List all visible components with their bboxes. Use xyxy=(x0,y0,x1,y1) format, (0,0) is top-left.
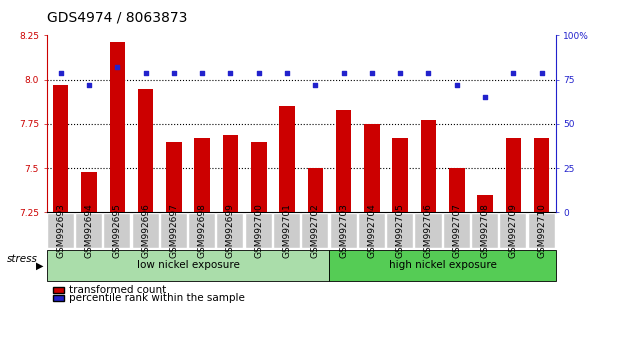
Point xyxy=(452,82,462,88)
Point xyxy=(112,64,122,70)
Bar xyxy=(53,85,68,212)
Point xyxy=(254,70,264,75)
Text: transformed count: transformed count xyxy=(69,285,166,295)
Text: ▶: ▶ xyxy=(36,261,43,270)
Text: GSM992710: GSM992710 xyxy=(537,204,546,258)
Text: GSM992694: GSM992694 xyxy=(84,204,94,258)
Text: GSM992698: GSM992698 xyxy=(197,204,207,258)
Text: GSM992704: GSM992704 xyxy=(368,204,376,258)
Text: stress: stress xyxy=(6,254,37,264)
Text: GSM992701: GSM992701 xyxy=(283,204,291,258)
Point xyxy=(537,70,546,75)
Text: GDS4974 / 8063873: GDS4974 / 8063873 xyxy=(47,11,187,25)
Point xyxy=(367,70,377,75)
Text: GSM992700: GSM992700 xyxy=(254,204,263,258)
Bar xyxy=(420,120,437,212)
Bar xyxy=(336,110,351,212)
Bar xyxy=(279,106,295,212)
Bar xyxy=(505,138,521,212)
Text: GSM992697: GSM992697 xyxy=(170,204,178,258)
Text: GSM992699: GSM992699 xyxy=(226,204,235,258)
Point xyxy=(509,70,519,75)
Point xyxy=(225,70,235,75)
Text: GSM992693: GSM992693 xyxy=(57,204,65,258)
Text: GSM992708: GSM992708 xyxy=(481,204,489,258)
Text: GSM992703: GSM992703 xyxy=(339,204,348,258)
Bar xyxy=(138,88,153,212)
Bar xyxy=(307,168,323,212)
Point xyxy=(84,82,94,88)
Point xyxy=(140,70,150,75)
Bar xyxy=(223,135,238,212)
Point xyxy=(56,70,66,75)
Bar xyxy=(166,142,182,212)
Bar xyxy=(392,138,408,212)
Point xyxy=(424,70,433,75)
Bar xyxy=(449,168,465,212)
Text: GSM992696: GSM992696 xyxy=(141,204,150,258)
Point xyxy=(480,95,490,100)
Point xyxy=(169,70,179,75)
Bar xyxy=(251,142,266,212)
Bar xyxy=(194,138,210,212)
Text: GSM992707: GSM992707 xyxy=(452,204,461,258)
Bar xyxy=(109,42,125,212)
Point xyxy=(310,82,320,88)
Bar xyxy=(534,138,550,212)
Point xyxy=(282,70,292,75)
Text: high nickel exposure: high nickel exposure xyxy=(389,261,497,270)
Point xyxy=(395,70,405,75)
Point xyxy=(338,70,348,75)
Bar xyxy=(478,195,493,212)
Bar xyxy=(81,172,97,212)
Text: low nickel exposure: low nickel exposure xyxy=(137,261,240,270)
Text: GSM992702: GSM992702 xyxy=(311,204,320,258)
Text: percentile rank within the sample: percentile rank within the sample xyxy=(69,293,245,303)
Bar xyxy=(364,124,379,212)
Point xyxy=(197,70,207,75)
Text: GSM992709: GSM992709 xyxy=(509,204,518,258)
Text: GSM992706: GSM992706 xyxy=(424,204,433,258)
Text: GSM992695: GSM992695 xyxy=(113,204,122,258)
Text: GSM992705: GSM992705 xyxy=(396,204,405,258)
